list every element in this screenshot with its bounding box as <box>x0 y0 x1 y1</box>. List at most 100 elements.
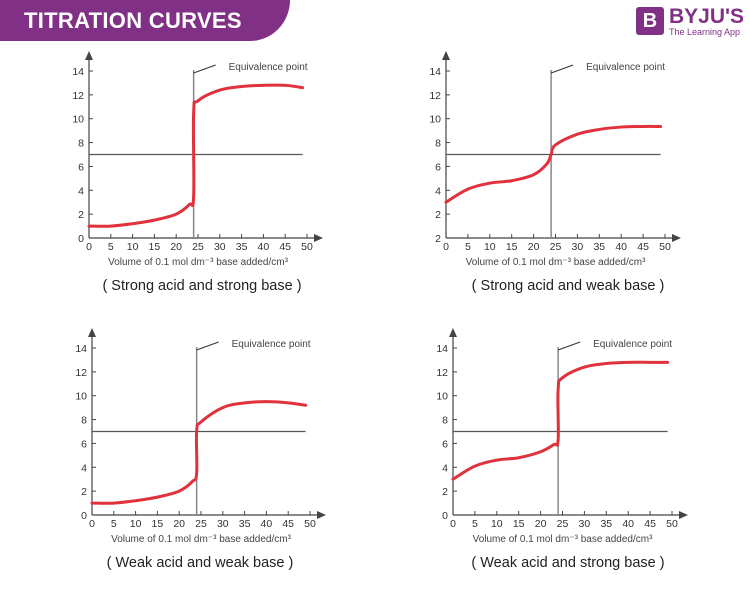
x-tick-label: 15 <box>513 518 525 530</box>
chart-1: 0 5 10 15 20 25 30 35 40 45 50 0 2 4 6 8 10 12 14 Equivalen… <box>72 51 323 294</box>
chart-caption: ( Strong acid and strong base ) <box>102 278 301 294</box>
annotation-leader <box>550 64 574 74</box>
x-tick-label: 25 <box>195 518 207 530</box>
chart-2: 0 5 10 15 20 25 30 35 40 45 50 2 2 4 6 8 10 12 14 Equivalen… <box>429 51 681 294</box>
titration-curve <box>87 83 305 228</box>
y-axis-arrow-icon <box>88 328 96 337</box>
x-tick-label: 0 <box>86 241 92 253</box>
y-tick-label: 12 <box>72 90 84 102</box>
x-tick-label: 20 <box>535 518 547 530</box>
y-tick-label: 8 <box>81 415 87 427</box>
x-tick-label: 50 <box>301 241 313 253</box>
y-tick-label: 14 <box>75 343 87 355</box>
x-tick-label: 40 <box>261 518 273 530</box>
x-axis-label: Volume of 0.1 mol dm⁻³ base added/cm³ <box>473 534 653 545</box>
y-tick-label: 6 <box>435 161 441 173</box>
y-tick-label: 6 <box>81 438 87 450</box>
x-tick-label: 30 <box>579 518 591 530</box>
x-tick-label: 20 <box>528 241 540 253</box>
x-axis-label: Volume of 0.1 mol dm⁻³ base added/cm³ <box>111 534 291 545</box>
x-tick-label: 20 <box>173 518 185 530</box>
x-tick-label: 50 <box>304 518 316 530</box>
y-tick-label: 12 <box>75 367 87 379</box>
page-title: TITRATION CURVES <box>24 8 242 33</box>
x-axis-arrow-icon <box>317 511 326 519</box>
x-tick-label: 40 <box>615 241 627 253</box>
x-tick-label: 30 <box>217 518 229 530</box>
x-tick-label: 50 <box>659 241 671 253</box>
x-tick-label: 5 <box>108 241 114 253</box>
x-tick-label: 35 <box>236 241 248 253</box>
y-axis-arrow-icon <box>442 51 450 60</box>
y-tick-label: 14 <box>436 343 448 355</box>
x-tick-label: 0 <box>450 518 456 530</box>
annotation-leader <box>193 64 216 74</box>
x-tick-label: 20 <box>170 241 182 253</box>
y-tick-label: 14 <box>429 66 441 78</box>
equivalence-label: Equivalence point <box>593 339 672 350</box>
x-tick-label: 50 <box>666 518 678 530</box>
x-tick-label: 10 <box>484 241 496 253</box>
y-tick-label: 10 <box>72 114 84 126</box>
y-axis-arrow-icon <box>449 328 457 337</box>
y-tick-label: 4 <box>442 462 448 474</box>
y-tick-label: 0 <box>81 510 87 522</box>
y-tick-label: 2 <box>78 209 84 221</box>
x-axis-label: Volume of 0.1 mol dm⁻³ base added/cm³ <box>108 257 288 268</box>
x-axis-arrow-icon <box>314 234 323 242</box>
chart-caption: ( Weak acid and strong base ) <box>471 555 664 571</box>
x-tick-label: 5 <box>472 518 478 530</box>
x-tick-label: 35 <box>593 241 605 253</box>
chart-4: 0 5 10 15 20 25 30 35 40 45 50 0 2 4 6 8 10 12 14 Equivalen… <box>436 328 688 571</box>
x-tick-label: 5 <box>465 241 471 253</box>
x-tick-label: 10 <box>491 518 503 530</box>
x-tick-label: 45 <box>637 241 649 253</box>
x-axis-label: Volume of 0.1 mol dm⁻³ base added/cm³ <box>466 257 646 268</box>
x-tick-label: 35 <box>600 518 612 530</box>
x-tick-label: 35 <box>239 518 251 530</box>
x-tick-label: 15 <box>152 518 164 530</box>
chart-caption: ( Strong acid and weak base ) <box>472 278 665 294</box>
logo-tagline: The Learning App <box>669 27 741 37</box>
y-tick-label: 0 <box>78 233 84 245</box>
x-tick-label: 10 <box>127 241 139 253</box>
y-tick-label: 2 <box>81 486 87 498</box>
x-tick-label: 0 <box>89 518 95 530</box>
x-axis-arrow-icon <box>679 511 688 519</box>
x-tick-label: 5 <box>111 518 117 530</box>
x-tick-label: 0 <box>443 241 449 253</box>
y-tick-label: 2 <box>435 209 441 221</box>
titration-curve <box>451 360 670 481</box>
x-tick-label: 45 <box>644 518 656 530</box>
x-tick-label: 15 <box>149 241 161 253</box>
y-tick-label: 10 <box>429 114 441 126</box>
y-tick-label: 10 <box>436 391 448 403</box>
x-tick-label: 45 <box>279 241 291 253</box>
y-tick-label: 6 <box>78 161 84 173</box>
y-tick-label: 4 <box>81 462 87 474</box>
title-banner: TITRATION CURVES <box>0 0 290 41</box>
logo-mark: B <box>636 7 664 35</box>
y-tick-label: 14 <box>72 66 84 78</box>
y-tick-label: 8 <box>78 138 84 150</box>
x-axis-arrow-icon <box>672 234 681 242</box>
y-tick-label: 6 <box>442 438 448 450</box>
y-tick-label: 10 <box>75 391 87 403</box>
y-tick-label: 12 <box>429 90 441 102</box>
y-tick-label: 4 <box>435 185 441 197</box>
y-tick-label: 8 <box>442 415 448 427</box>
x-tick-label: 15 <box>506 241 518 253</box>
chart-caption: ( Weak acid and weak base ) <box>107 555 294 571</box>
annotation-leader <box>196 341 219 351</box>
y-tick-label: 12 <box>436 367 448 379</box>
titration-curve <box>444 124 663 204</box>
equivalence-label: Equivalence point <box>586 62 665 73</box>
y-tick-label: 4 <box>78 185 84 197</box>
x-tick-label: 45 <box>282 518 294 530</box>
y-tick-label: 2 <box>435 233 441 245</box>
y-tick-label: 2 <box>442 486 448 498</box>
equivalence-label: Equivalence point <box>232 339 311 350</box>
y-axis-arrow-icon <box>85 51 93 60</box>
y-tick-label: 0 <box>442 510 448 522</box>
